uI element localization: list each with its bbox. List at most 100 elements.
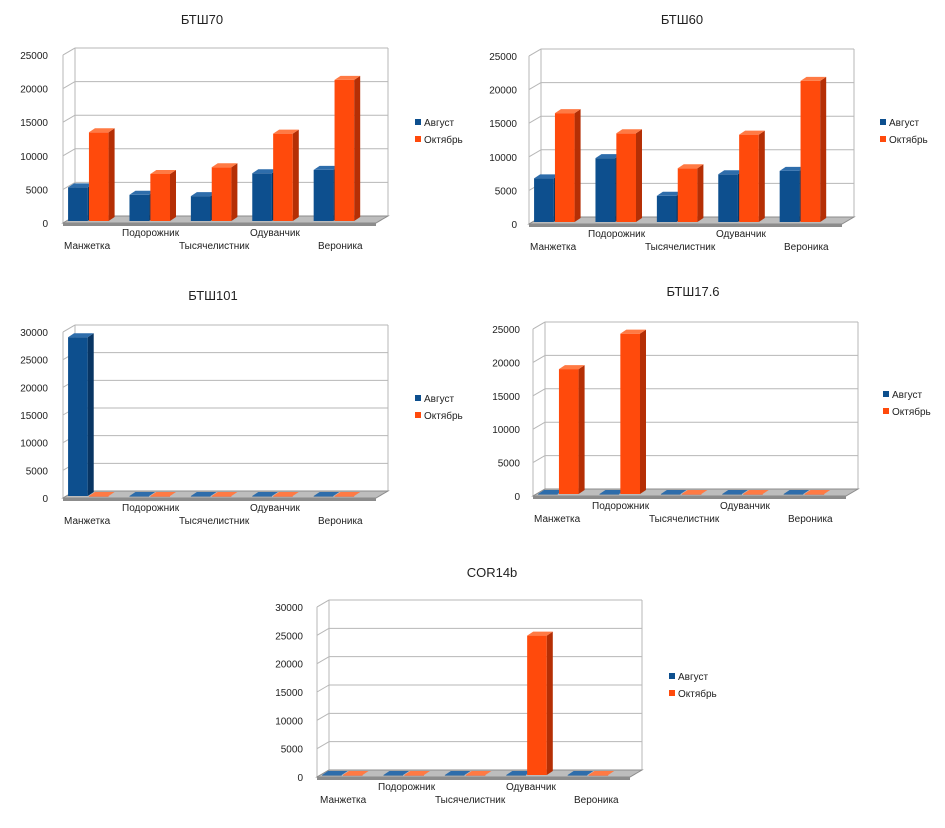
bar-front: [506, 775, 526, 776]
bar-side: [820, 76, 827, 222]
x-category-label: Одуванчик: [720, 501, 770, 512]
gridline-depth: [316, 684, 330, 693]
gridline-depth: [532, 455, 546, 464]
bar-front: [804, 494, 825, 495]
gridline-depth: [316, 627, 330, 636]
bar-top: [743, 490, 769, 494]
bar-top: [739, 130, 765, 135]
legend-swatch: [669, 690, 675, 696]
bar-top: [567, 771, 594, 775]
bar-front: [743, 494, 763, 495]
gridline-depth: [316, 741, 330, 750]
y-tick-label: 20000: [492, 358, 520, 369]
legend-label: Октябрь: [678, 688, 717, 700]
legend-swatch: [415, 412, 421, 418]
gridline-depth: [62, 81, 76, 90]
y-tick-label: 15000: [20, 411, 48, 422]
bar-side: [231, 163, 238, 221]
bar-front: [252, 173, 272, 221]
bar-front: [88, 496, 109, 497]
bar-top: [322, 771, 348, 775]
bar-side: [635, 129, 642, 222]
y-tick-label: 30000: [20, 328, 48, 339]
bar-front: [588, 775, 609, 776]
bar-august: [538, 490, 564, 495]
bar-top: [334, 75, 361, 80]
bar-october: [273, 492, 299, 497]
y-tick-label: 5000: [495, 186, 518, 197]
y-tick-label: 0: [514, 492, 520, 503]
legend-label: Октябрь: [424, 410, 463, 422]
legend-swatch: [880, 119, 886, 125]
bar-top: [252, 492, 278, 496]
bar-top: [804, 490, 831, 494]
legend-swatch: [415, 136, 421, 142]
legend-swatch: [415, 119, 421, 125]
bar-front: [800, 80, 821, 222]
legend-label: Август: [678, 672, 709, 683]
legend-label: Август: [424, 118, 455, 129]
x-category-label: Манжетка: [320, 795, 367, 806]
x-category-label: Манжетка: [534, 514, 581, 525]
bar-top: [588, 771, 615, 775]
bar-side: [546, 631, 553, 775]
bar-top: [538, 490, 564, 494]
bar-front: [129, 194, 150, 221]
bar-front: [150, 173, 170, 221]
y-tick-label: 10000: [20, 152, 48, 163]
x-category-label: Подорожник: [122, 228, 180, 239]
y-tick-label: 0: [297, 773, 303, 784]
bar-october: [554, 109, 581, 222]
legend-label: Август: [892, 390, 923, 401]
bar-october: [465, 771, 492, 776]
bar-october: [800, 76, 827, 222]
bar-october: [334, 492, 361, 497]
bar-front: [660, 494, 681, 495]
bar-front: [273, 133, 293, 221]
bar-top: [252, 169, 278, 174]
side-wall-top: [62, 324, 76, 333]
x-category-label: Вероника: [788, 514, 833, 525]
bar-october: [616, 129, 642, 222]
y-tick-label: 15000: [489, 119, 517, 130]
bar-august: [506, 771, 532, 776]
bar-front: [465, 775, 486, 776]
bar-front: [252, 496, 272, 497]
bar-front: [599, 494, 620, 495]
bar-october: [211, 163, 238, 221]
bar-front: [383, 775, 404, 776]
floor-front: [529, 224, 842, 227]
bar-august: [313, 492, 340, 497]
bar-august: [68, 333, 94, 496]
legend-label: Октябрь: [892, 406, 931, 418]
bar-top: [506, 771, 532, 775]
bar-august: [660, 490, 687, 495]
floor-front: [63, 223, 376, 226]
bar-top: [150, 169, 176, 174]
gridline-depth: [528, 82, 542, 91]
x-category-label: Тысячелистник: [179, 516, 250, 527]
x-category-label: Вероника: [784, 242, 829, 253]
bar-october: [150, 169, 176, 221]
bar-october: [739, 130, 765, 222]
side-wall-top: [316, 599, 330, 608]
bar-front: [783, 494, 804, 495]
bar-top: [620, 329, 646, 334]
bar-october: [211, 492, 238, 497]
bar-top: [527, 631, 553, 636]
bar-top: [129, 492, 156, 496]
gridline-depth: [528, 115, 542, 124]
legend-label: Август: [424, 394, 455, 405]
bar-top: [88, 128, 115, 133]
bar-august: [567, 771, 594, 776]
bar-top: [800, 76, 827, 81]
bar-top: [554, 109, 581, 114]
bar-top: [779, 166, 806, 171]
y-tick-label: 10000: [492, 425, 520, 436]
bar-front: [739, 134, 759, 222]
bar-front: [334, 79, 355, 221]
x-category-label: Вероника: [574, 795, 619, 806]
y-tick-label: 20000: [20, 383, 48, 394]
x-category-label: Тысячелистник: [179, 241, 250, 252]
bar-front: [558, 369, 579, 494]
